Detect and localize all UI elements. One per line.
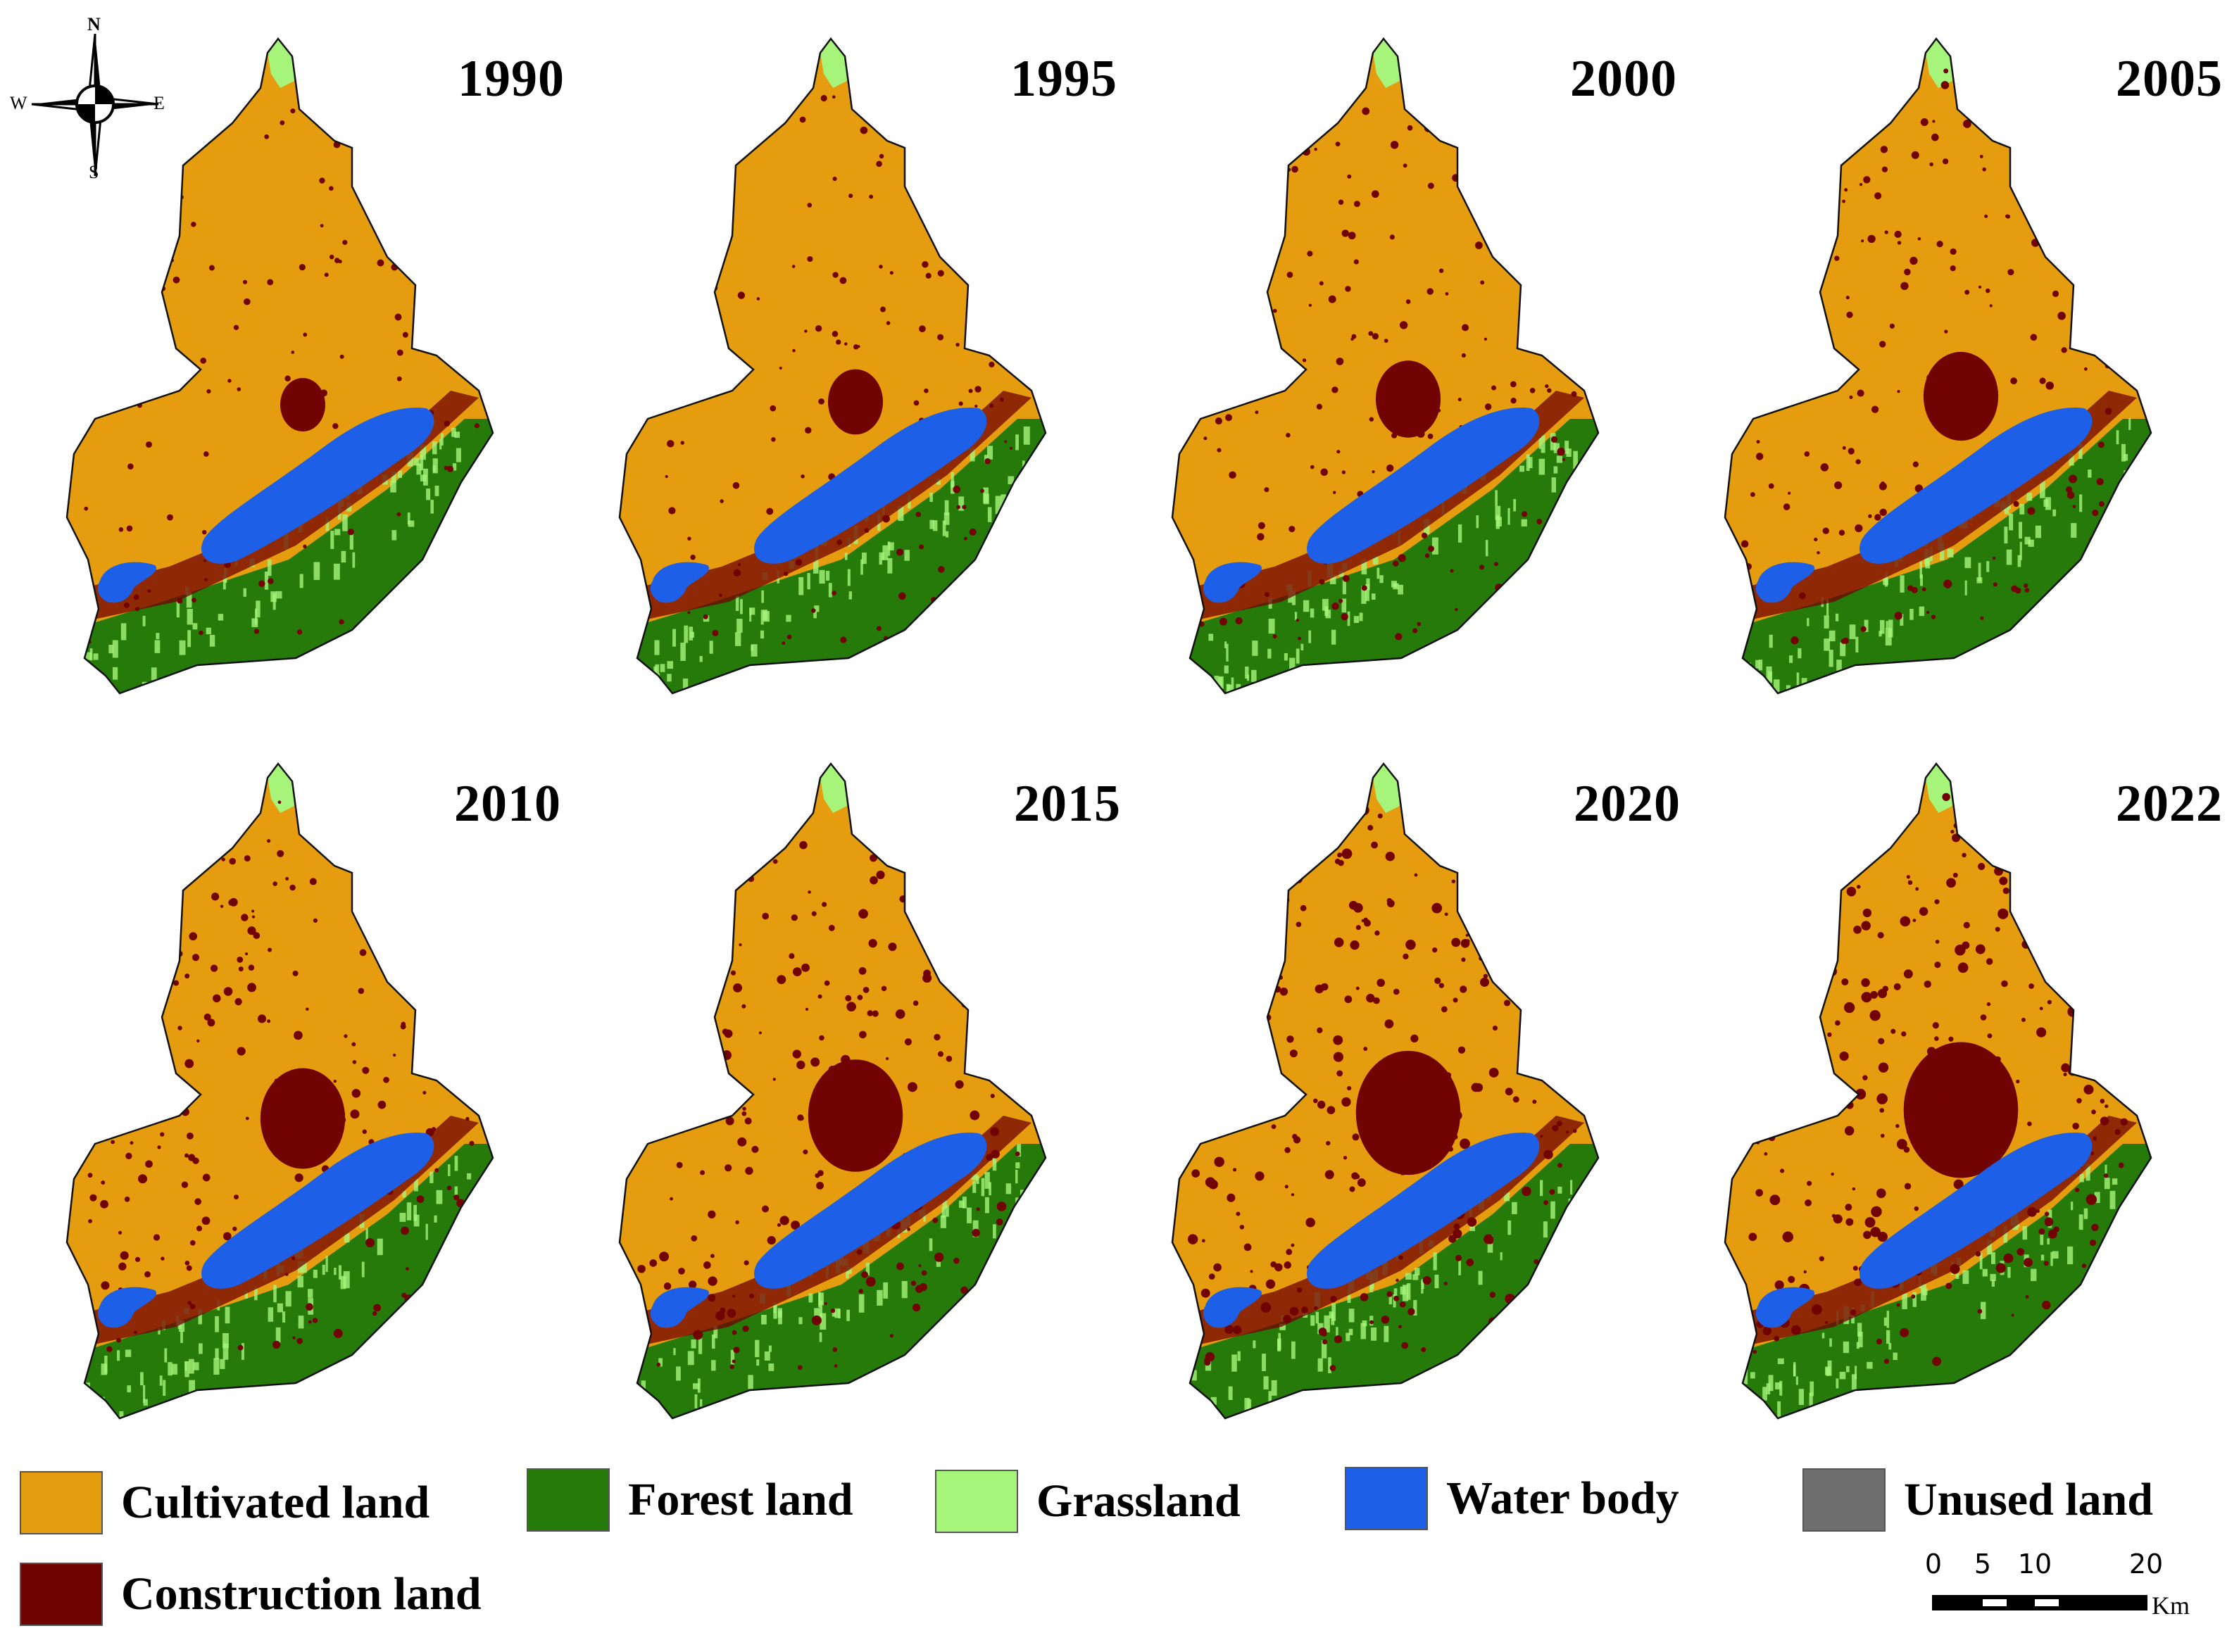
legend-label-construction-land: Construction land [121, 1568, 482, 1620]
legend-label-water-body: Water body [1446, 1473, 1679, 1524]
water-body-west-lake [650, 562, 710, 603]
water-body-main-lake [1859, 1133, 2093, 1289]
urban-core [1375, 360, 1441, 438]
urban-core [1903, 1042, 2019, 1178]
land-use-map-1990 [65, 37, 494, 695]
compass-west-label: W [10, 93, 27, 113]
scale-bar-graphic [1932, 1595, 2147, 1610]
construction-land-band [77, 1116, 479, 1348]
basin-boundary [618, 762, 1047, 1420]
land-use-map-2000 [1171, 37, 1600, 695]
compass-icon [31, 33, 159, 177]
legend-item-cultivated-land: Cultivated land [20, 1471, 429, 1534]
land-use-map-2005 [1724, 37, 2152, 695]
year-label-2005: 2005 [2116, 50, 2223, 108]
land-use-map-2022 [1724, 762, 2152, 1420]
legend-item-forest-land: Forest land [527, 1468, 853, 1532]
year-label-1995: 1995 [1010, 50, 1117, 108]
water-body-main-lake [201, 1133, 434, 1289]
scale-tick-5: 5 [1974, 1549, 1992, 1580]
legend-swatch-grassland [935, 1470, 1018, 1533]
year-label-2015: 2015 [1014, 775, 1121, 833]
year-label-2000: 2000 [1570, 50, 1677, 108]
water-body-west-lake [1203, 1287, 1262, 1328]
water-body-west-lake [650, 1287, 710, 1328]
legend-label-grassland: Grassland [1036, 1475, 1241, 1527]
compass-north-label: N [87, 14, 101, 34]
water-body-west-lake [1755, 1287, 1815, 1328]
legend-swatch-cultivated-land [20, 1471, 103, 1534]
basin-boundary [618, 37, 1047, 695]
urban-core [1355, 1050, 1461, 1175]
legend-item-construction-land: Construction land [20, 1563, 482, 1626]
water-body-main-lake [754, 408, 987, 564]
compass-east-label: E [153, 93, 165, 113]
legend-swatch-forest-land [527, 1468, 610, 1532]
water-body-west-lake [97, 562, 157, 603]
urban-core [808, 1059, 903, 1172]
basin-boundary [1724, 762, 2152, 1420]
water-body-main-lake [754, 1133, 987, 1289]
land-use-map-2015 [618, 762, 1047, 1420]
water-body-west-lake [97, 1287, 157, 1328]
scale-unit-label: Km [2152, 1591, 2190, 1620]
urban-core [280, 378, 325, 431]
construction-land-band [1183, 1116, 1584, 1348]
legend-label-forest-land: Forest land [628, 1474, 853, 1525]
legend-label-unused-land: Unused land [1904, 1474, 2154, 1525]
land-use-map-2010 [65, 762, 494, 1420]
construction-land-band [1183, 391, 1584, 623]
scale-tick-10: 10 [2017, 1549, 2052, 1580]
water-body-main-lake [1307, 408, 1540, 564]
water-body-west-lake [1755, 562, 1815, 603]
construction-land-band [1736, 391, 2137, 623]
year-label-2010: 2010 [454, 775, 561, 833]
construction-land-band [1736, 1116, 2137, 1348]
basin-boundary [1171, 37, 1600, 695]
land-use-map-1995 [618, 37, 1047, 695]
urban-core [827, 369, 884, 435]
legend-swatch-construction-land [20, 1563, 103, 1626]
compass-south-label: S [89, 162, 99, 182]
urban-core [260, 1068, 346, 1169]
year-label-2020: 2020 [1574, 775, 1681, 833]
land-use-map-2020 [1171, 762, 1600, 1420]
basin-boundary [1171, 762, 1600, 1420]
basin-boundary [1724, 37, 2152, 695]
legend-item-unused-land: Unused land [1802, 1468, 2153, 1532]
legend-label-cultivated-land: Cultivated land [121, 1477, 430, 1528]
construction-land-band [630, 391, 1031, 623]
basin-boundary [65, 762, 494, 1420]
scale-bar: 0 5 10 20 Km [1922, 1549, 2190, 1633]
year-label-1990: 1990 [458, 50, 565, 108]
construction-land-band [77, 391, 479, 623]
legend-item-water-body: Water body [1345, 1467, 1679, 1530]
year-label-2022: 2022 [2116, 775, 2223, 833]
legend-item-grassland: Grassland [935, 1470, 1241, 1533]
water-body-main-lake [1859, 408, 2093, 564]
legend-swatch-unused-land [1802, 1468, 1886, 1532]
scale-tick-20: 20 [2128, 1549, 2164, 1580]
water-body-west-lake [1203, 562, 1262, 603]
water-body-main-lake [201, 408, 434, 564]
water-body-main-lake [1307, 1133, 1540, 1289]
basin-boundary [65, 37, 494, 695]
construction-land-band [630, 1116, 1031, 1348]
compass-rose: N S W E [7, 14, 169, 183]
legend-swatch-water-body [1345, 1467, 1428, 1530]
scale-tick-0: 0 [1924, 1549, 1943, 1580]
urban-core [1923, 351, 1999, 441]
